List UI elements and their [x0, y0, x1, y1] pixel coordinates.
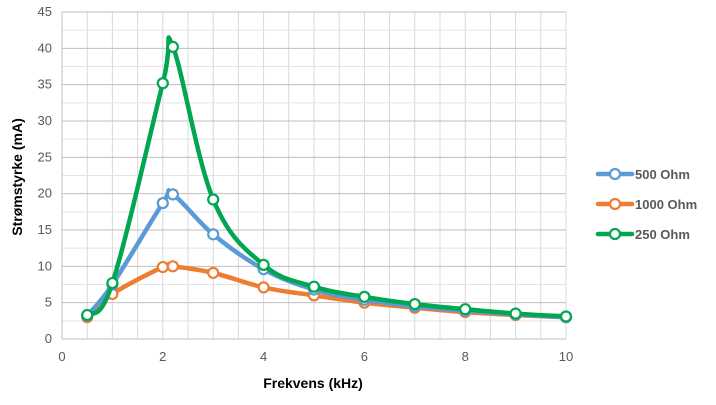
legend-label: 250 Ohm	[635, 227, 690, 242]
data-point	[81, 308, 94, 322]
legend-label: 500 Ohm	[635, 167, 690, 182]
x-tick-label: 4	[260, 349, 267, 364]
data-series	[81, 35, 573, 324]
data-point	[207, 193, 220, 206]
data-point	[166, 188, 179, 201]
plot-axes	[61, 12, 566, 340]
data-point	[207, 266, 220, 279]
y-tick-label: 40	[38, 40, 52, 55]
x-tick-label: 6	[361, 349, 368, 364]
y-tick-labels: 0 5 10 15 20 25 30 35 40 45	[38, 4, 52, 346]
y-axis-title: Strømstyrke (mA)	[9, 118, 25, 235]
data-point	[207, 228, 220, 241]
data-point	[106, 276, 119, 290]
legend-item: 250 Ohm	[595, 227, 690, 242]
legend-label: 1000 Ohm	[635, 197, 697, 212]
chart-legend: 500 Ohm 1000 Ohm 250 Ohm	[595, 167, 697, 242]
y-tick-label: 35	[38, 77, 52, 92]
legend-swatch-marker	[608, 227, 622, 241]
data-point	[358, 290, 371, 303]
data-point	[257, 281, 270, 294]
x-tick-label: 10	[559, 349, 573, 364]
legend-swatch-marker	[608, 167, 622, 181]
data-point	[559, 310, 573, 323]
data-point	[156, 260, 169, 274]
y-tick-label: 20	[38, 186, 52, 201]
legend-swatch-marker	[608, 197, 622, 211]
legend-item: 1000 Ohm	[595, 197, 697, 212]
data-point	[307, 280, 321, 293]
y-tick-label: 10	[38, 258, 52, 273]
data-point	[459, 303, 472, 316]
data-point	[156, 77, 169, 90]
data-point	[166, 40, 179, 53]
data-point	[509, 307, 522, 320]
data-point	[166, 260, 179, 273]
y-tick-label: 45	[38, 4, 52, 19]
x-tick-label: 2	[159, 349, 166, 364]
y-tick-label: 5	[45, 295, 52, 310]
y-tick-label: 0	[45, 331, 52, 346]
x-tick-label: 8	[462, 349, 469, 364]
x-tick-label: 0	[58, 349, 65, 364]
data-point	[408, 298, 421, 311]
x-axis-title: Frekvens (kHz)	[263, 375, 363, 391]
data-point	[257, 258, 270, 271]
series-250-ohm	[81, 35, 573, 323]
legend-item: 500 Ohm	[595, 167, 690, 182]
y-tick-label: 30	[38, 113, 52, 128]
y-tick-label: 15	[38, 222, 52, 237]
y-tick-label: 25	[38, 149, 52, 164]
x-tick-labels: 0 2 4 6 8 10	[58, 349, 573, 364]
data-point	[156, 197, 169, 210]
